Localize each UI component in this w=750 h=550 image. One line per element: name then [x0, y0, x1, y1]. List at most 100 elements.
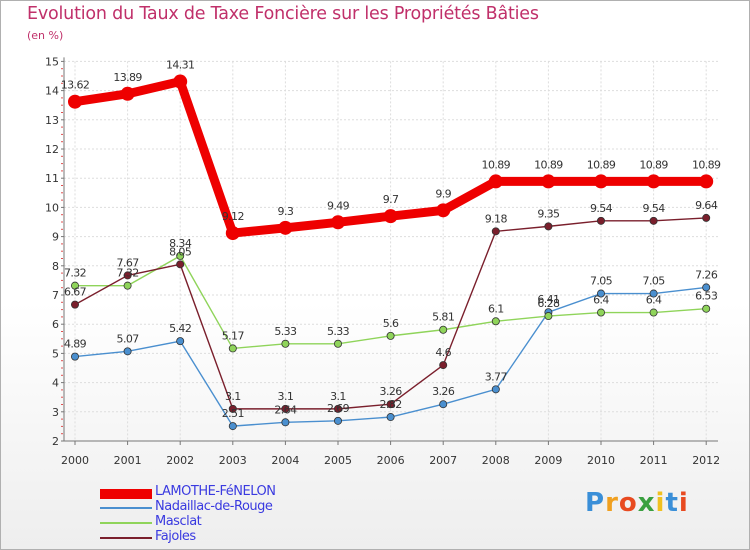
data-label-nadaillac-de-rouge: 2.69 — [327, 402, 350, 415]
data-point-fajoles — [491, 227, 500, 236]
logo-letter: i — [655, 488, 666, 518]
data-point-nadaillac-de-rouge — [649, 289, 658, 298]
data-label-fajoles: 6.67 — [64, 286, 87, 299]
data-label-nadaillac-de-rouge: 3.26 — [432, 385, 455, 398]
data-label-nadaillac-de-rouge: 5.42 — [169, 322, 191, 335]
data-label-nadaillac-de-rouge: 6.41 — [537, 293, 559, 306]
y-tick-label: 12 — [45, 143, 59, 156]
data-label-masclat: 5.33 — [327, 325, 350, 338]
data-label-layer: 13.62 13.89 14.31 9.12 9.3 9.49 9.7 9.9 10.89 10.… — [61, 59, 722, 421]
data-point-masclat — [702, 304, 711, 313]
data-point-lamothe-f-nelon — [278, 220, 293, 235]
data-point-nadaillac-de-rouge — [439, 400, 448, 409]
data-label-lamothe-f-nelon: 9.3 — [278, 205, 294, 218]
data-point-masclat — [491, 317, 500, 326]
logo-letter: r — [605, 488, 619, 518]
y-tick-label: 5 — [52, 347, 59, 360]
legend-swatch-lamothe-fenelon — [100, 489, 152, 499]
y-tick-label: 2 — [52, 435, 59, 448]
x-tick-label: 2008 — [482, 454, 510, 467]
data-point-lamothe-f-nelon — [488, 174, 503, 189]
data-point-masclat — [123, 281, 132, 290]
y-tick-label: 3 — [52, 406, 59, 419]
logo-letter: P — [585, 488, 606, 518]
data-label-masclat: 6.53 — [695, 290, 718, 303]
legend-item-fajoles: Fajoles — [100, 530, 360, 545]
x-tick-label: 2005 — [324, 454, 352, 467]
data-label-nadaillac-de-rouge: 7.05 — [590, 275, 613, 288]
data-point-fajoles — [281, 404, 290, 413]
legend-label-lamothe-fenelon: LAMOTHE-FéNELON — [155, 484, 276, 499]
data-point-masclat — [71, 281, 80, 290]
data-label-fajoles: 3.1 — [330, 390, 346, 403]
data-label-fajoles: 9.54 — [590, 202, 613, 215]
data-label-lamothe-f-nelon: 10.89 — [482, 158, 511, 171]
data-label-lamothe-f-nelon: 10.89 — [534, 158, 563, 171]
logo-letter: t — [665, 488, 679, 518]
data-label-masclat: 7.32 — [64, 267, 86, 280]
logo-letter: i — [678, 488, 689, 518]
data-point-fajoles — [649, 216, 658, 225]
data-point-lamothe-f-nelon — [173, 74, 188, 89]
data-label-masclat: 6.4 — [593, 294, 609, 307]
x-tick-label: 2011 — [640, 454, 668, 467]
logo-letter: o — [618, 488, 638, 518]
data-point-masclat — [386, 331, 395, 340]
x-tick-label: 2012 — [692, 454, 720, 467]
data-point-masclat — [176, 251, 185, 260]
data-label-masclat: 5.6 — [383, 317, 399, 330]
data-label-lamothe-f-nelon: 9.49 — [327, 199, 350, 212]
data-label-lamothe-f-nelon: 10.89 — [587, 158, 616, 171]
data-label-fajoles: 9.64 — [695, 199, 718, 212]
data-point-masclat — [649, 308, 658, 317]
data-label-nadaillac-de-rouge: 4.89 — [64, 338, 87, 351]
data-point-fajoles — [597, 216, 606, 225]
data-point-lamothe-f-nelon — [331, 215, 345, 230]
y-tick-label: 14 — [45, 85, 59, 98]
data-point-masclat — [544, 312, 553, 321]
data-point-nadaillac-de-rouge — [176, 337, 185, 346]
data-point-lamothe-f-nelon — [646, 174, 661, 189]
grid-layer — [64, 60, 718, 442]
data-point-lamothe-f-nelon — [436, 203, 451, 218]
data-label-lamothe-f-nelon: 10.89 — [692, 158, 721, 171]
data-label-fajoles: 9.54 — [643, 202, 666, 215]
data-label-fajoles: 4.6 — [435, 346, 451, 359]
x-tick-label: 2007 — [429, 454, 457, 467]
data-label-fajoles: 9.35 — [537, 207, 560, 220]
y-tick-label: 10 — [45, 201, 59, 214]
data-point-lamothe-f-nelon — [68, 94, 82, 109]
data-point-nadaillac-de-rouge — [702, 283, 711, 292]
data-label-masclat: 8.34 — [169, 237, 192, 250]
axis-layer: 2 3 4 5 6 7 8 9 10 11 12 13 14 15 2000 2001 2002 2003 2004… — [45, 55, 720, 467]
data-label-nadaillac-de-rouge: 2.64 — [274, 403, 297, 416]
data-point-nadaillac-de-rouge — [281, 418, 290, 427]
data-point-masclat — [597, 308, 606, 317]
x-tick-label: 2002 — [166, 454, 194, 467]
x-tick-label: 2003 — [219, 454, 247, 467]
data-point-fajoles — [702, 213, 711, 222]
data-point-fajoles — [228, 404, 237, 413]
data-point-fajoles — [386, 400, 395, 409]
data-label-nadaillac-de-rouge: 5.07 — [117, 332, 140, 345]
legend-label-masclat: Masclat — [155, 514, 202, 529]
data-point-lamothe-f-nelon — [699, 174, 714, 189]
data-label-lamothe-f-nelon: 13.62 — [61, 79, 90, 92]
legend-item-nadaillac-de-rouge: Nadaillac-de-Rouge — [100, 500, 360, 515]
data-label-nadaillac-de-rouge: 2.51 — [222, 407, 244, 420]
legend-item-masclat: Masclat — [100, 514, 360, 530]
data-label-lamothe-f-nelon: 13.89 — [113, 71, 142, 84]
data-label-fajoles: 7.67 — [117, 256, 140, 269]
chart-title: Evolution du Taux de Taxe Foncière sur l… — [27, 4, 539, 24]
data-label-lamothe-f-nelon: 9.12 — [222, 210, 244, 223]
data-point-nadaillac-de-rouge — [386, 413, 395, 422]
data-point-lamothe-f-nelon — [594, 174, 608, 189]
y-tick-label: 15 — [45, 55, 59, 68]
data-point-fajoles — [439, 361, 448, 370]
data-point-nadaillac-de-rouge — [71, 352, 80, 361]
data-label-masclat: 5.33 — [274, 325, 297, 338]
data-label-nadaillac-de-rouge: 2.82 — [380, 398, 402, 411]
data-label-lamothe-f-nelon: 14.31 — [166, 59, 195, 72]
y-tick-label: 9 — [52, 231, 59, 244]
y-tick-label: 11 — [45, 172, 59, 185]
